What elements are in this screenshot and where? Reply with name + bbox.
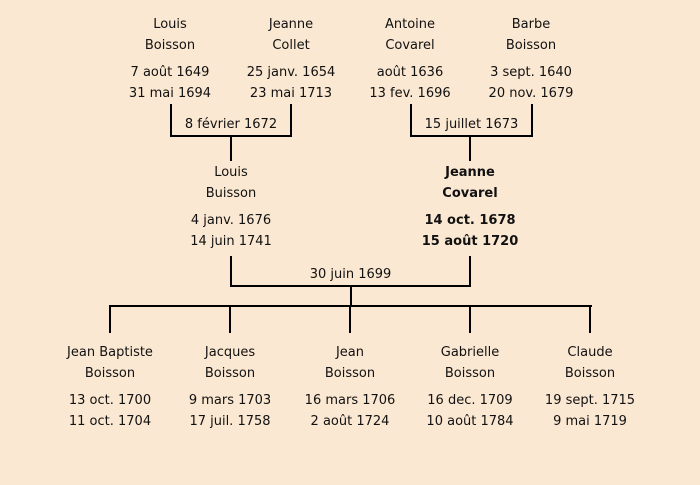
person-gabrielle-boisson: Gabrielle Boisson 16 dec. 1709 10 août 1… (395, 342, 545, 432)
person-surname: Collet (272, 38, 310, 53)
person-name: Jacques (204, 345, 256, 360)
person-surname: Boisson (564, 366, 616, 381)
death-date: 10 août 1784 (426, 414, 514, 429)
person-surname: Covarel (442, 186, 498, 201)
person-name: Jean Baptiste (67, 345, 153, 360)
connector-child5-drop (589, 305, 591, 333)
person-jean-boisson: Jean Boisson 16 mars 1706 2 août 1724 (275, 342, 425, 432)
birth-date: 25 janv. 1654 (246, 65, 336, 80)
connector-bracket1-stub (230, 137, 232, 161)
person-claude-boisson: Claude Boisson 19 sept. 1715 9 mai 1719 (515, 342, 665, 432)
birth-date: 19 sept. 1715 (544, 393, 636, 408)
person-name: Barbe (511, 17, 551, 32)
connector-bracket3-right (469, 256, 471, 287)
connector-bracket2-left (410, 104, 412, 137)
person-name: Louis (214, 165, 248, 180)
person-name: Jean (335, 345, 365, 360)
person-surname: Boisson (84, 366, 136, 381)
person-barbe-boisson: Barbe Boisson 3 sept. 1640 20 nov. 1679 (456, 14, 606, 104)
person-surname: Boisson (505, 38, 557, 53)
death-date: 17 juil. 1758 (189, 414, 271, 429)
person-surname: Boisson (144, 38, 196, 53)
death-date: 23 mai 1713 (249, 86, 333, 101)
marriage-date-label: 8 février 1672 (184, 117, 278, 132)
birth-date: 16 dec. 1709 (427, 393, 513, 408)
connector-child3-drop (349, 305, 351, 333)
person-name: Louis (153, 17, 187, 32)
person-jacques-boisson: Jacques Boisson 9 mars 1703 17 juil. 175… (155, 342, 305, 432)
birth-date: 13 oct. 1700 (68, 393, 152, 408)
person-louis-boisson: Louis Boisson 7 août 1649 31 mai 1694 (95, 14, 245, 104)
person-name: Jeanne (268, 17, 314, 32)
death-date: 15 août 1720 (421, 234, 519, 249)
death-date: 2 août 1724 (310, 414, 390, 429)
birth-date: 14 oct. 1678 (424, 213, 516, 228)
connector-bracket2-bottom (410, 135, 533, 137)
connector-child1-drop (109, 305, 111, 333)
person-jeanne-covarel: Jeanne Covarel 14 oct. 1678 15 août 1720 (395, 162, 545, 252)
person-louis-buisson: Louis Buisson 4 janv. 1676 14 juin 1741 (156, 162, 306, 252)
birth-date: 9 mars 1703 (188, 393, 272, 408)
death-date: 13 fev. 1696 (369, 86, 451, 101)
connector-bracket1-left (170, 104, 172, 137)
marriage-date-label: 15 juillet 1673 (424, 117, 519, 132)
connector-bracket2-right (531, 104, 533, 137)
person-surname: Boisson (204, 366, 256, 381)
marriage-date-label: 30 juin 1699 (309, 267, 392, 282)
connector-bracket2-stub (469, 137, 471, 161)
connector-bracket3-bottom (230, 285, 471, 287)
death-date: 11 oct. 1704 (68, 414, 152, 429)
person-surname: Covarel (385, 38, 435, 53)
connector-bracket1-right (290, 104, 292, 137)
person-surname: Buisson (205, 186, 257, 201)
birth-date: 3 sept. 1640 (490, 65, 572, 80)
person-surname: Boisson (324, 366, 376, 381)
connector-bracket1-bottom (170, 135, 292, 137)
birth-date: 7 août 1649 (130, 65, 210, 80)
person-name: Antoine (384, 17, 436, 32)
person-name: Jeanne (445, 165, 495, 180)
person-antoine-covarel: Antoine Covarel août 1636 13 fev. 1696 (335, 14, 485, 104)
death-date: 20 nov. 1679 (488, 86, 574, 101)
birth-date: 4 janv. 1676 (190, 213, 272, 228)
connector-bracket3-left (230, 256, 232, 287)
person-name: Claude (567, 345, 613, 360)
death-date: 31 mai 1694 (128, 86, 212, 101)
death-date: 9 mai 1719 (553, 414, 627, 429)
death-date: 14 juin 1741 (190, 234, 272, 249)
connector-bracket3-stub (350, 287, 352, 307)
birth-date: août 1636 (376, 65, 444, 80)
person-jean-baptiste-boisson: Jean Baptiste Boisson 13 oct. 1700 11 oc… (35, 342, 185, 432)
person-name: Gabrielle (440, 345, 500, 360)
person-jeanne-collet: Jeanne Collet 25 janv. 1654 23 mai 1713 (216, 14, 366, 104)
birth-date: 16 mars 1706 (304, 393, 396, 408)
person-surname: Boisson (444, 366, 496, 381)
connector-child2-drop (229, 305, 231, 333)
connector-child4-drop (469, 305, 471, 333)
